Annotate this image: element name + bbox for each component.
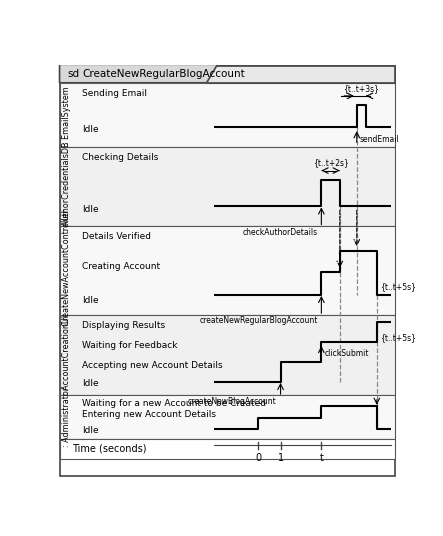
Text: 1: 1 [277,453,284,463]
Text: clickSubmit: clickSubmit [324,349,369,359]
Text: {t..t+2s}: {t..t+2s} [313,159,349,167]
Bar [59,315,395,396]
Bar [59,396,395,438]
Text: Time (seconds): Time (seconds) [72,444,146,453]
Text: Details Verified: Details Verified [82,232,151,241]
Text: Idle: Idle [82,378,98,388]
Polygon shape [59,66,217,83]
Text: Idle: Idle [82,296,98,305]
Text: Waiting for a new Account to be Created: Waiting for a new Account to be Created [82,399,266,407]
Text: {t..t+5s}: {t..t+5s} [380,333,416,342]
Text: Waiting for Feedback: Waiting for Feedback [82,341,177,350]
Text: CreateNewRegularBlogAccount: CreateNewRegularBlogAccount [83,69,245,79]
Text: Creating Account: Creating Account [82,262,160,271]
Text: Sending Email: Sending Email [82,89,147,98]
Text: Idle: Idle [82,125,98,135]
Text: 0: 0 [255,453,261,463]
Bar [59,438,395,459]
Text: sd: sd [67,69,79,79]
Text: : CreateNewAccountController: : CreateNewAccountController [62,210,71,331]
Bar [59,226,395,315]
Text: Idle: Idle [82,205,98,213]
Text: : Administrator: : Administrator [62,387,71,447]
Text: Idle: Idle [82,426,98,435]
Bar [59,66,395,83]
Text: {t..t+3s}: {t..t+3s} [343,84,379,93]
Text: Entering new Account Details: Entering new Account Details [82,410,216,419]
Text: {t..t+5s}: {t..t+5s} [380,282,416,292]
Text: createNewRegularBlogAccount: createNewRegularBlogAccount [199,316,318,325]
Text: createNewBlogAccount: createNewBlogAccount [188,397,277,406]
Text: : EmailSystem: : EmailSystem [62,86,71,144]
Text: t: t [319,453,323,463]
Text: Displaying Results: Displaying Results [82,321,165,330]
Bar [59,83,395,147]
Text: Accepting new Account Details: Accepting new Account Details [82,361,222,370]
Text: Checking Details: Checking Details [82,153,158,162]
Bar [59,147,395,226]
Text: : AccountCreationUI: : AccountCreationUI [62,315,71,395]
Text: sendEmail: sendEmail [360,135,400,144]
Text: : AuthorCredentialsDB: : AuthorCredentialsDB [62,142,71,231]
Text: checkAuthorDetails: checkAuthorDetails [242,228,318,236]
